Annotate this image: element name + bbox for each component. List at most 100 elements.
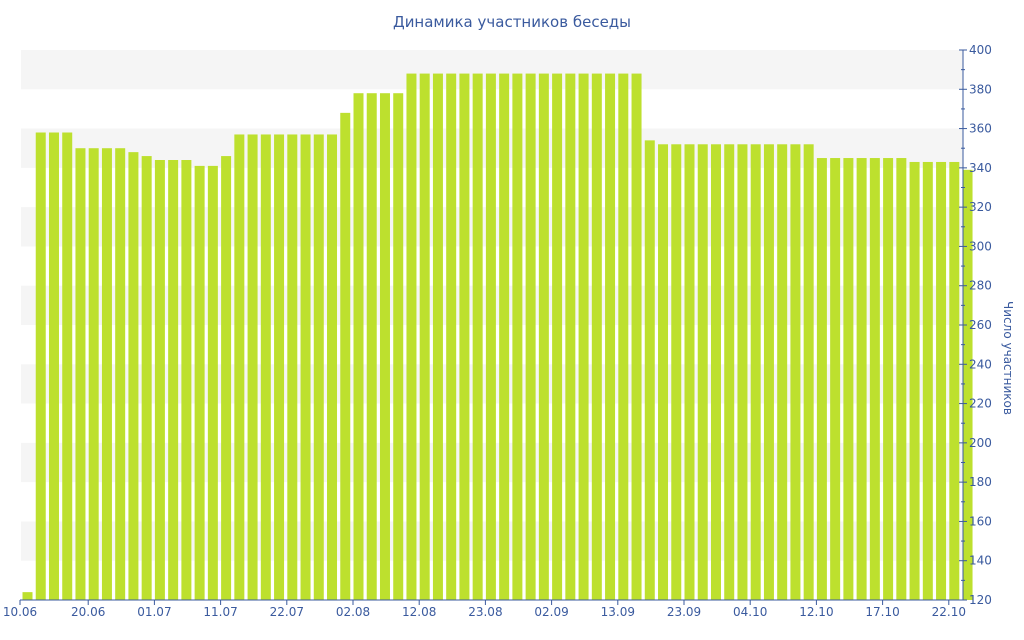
bar: [856, 158, 867, 601]
y-tick-label: 160: [969, 514, 992, 528]
bar: [512, 73, 523, 601]
bar: [234, 134, 245, 600]
bar: [472, 73, 483, 601]
x-tick-label: 01.07: [137, 605, 171, 619]
bar: [287, 134, 298, 600]
bar: [221, 156, 232, 601]
bar: [393, 93, 404, 600]
x-tick-label: 23.08: [468, 605, 502, 619]
bar: [48, 132, 59, 600]
bar: [671, 144, 682, 601]
bar: [830, 158, 841, 601]
bar: [101, 148, 112, 600]
bar: [260, 134, 271, 600]
y-tick-label: 200: [969, 436, 992, 450]
bar: [115, 148, 126, 600]
bar: [327, 134, 338, 600]
bar: [75, 148, 86, 600]
y-tick-label: 280: [969, 279, 992, 293]
bar: [485, 73, 496, 601]
x-tick-label: 12.08: [402, 605, 436, 619]
x-tick-label: 22.07: [270, 605, 304, 619]
bar: [525, 73, 536, 601]
bar: [591, 73, 602, 601]
bar: [962, 169, 973, 601]
bar: [618, 73, 629, 601]
bar: [499, 73, 510, 601]
bar: [62, 132, 73, 600]
x-tick-label: 22.10: [932, 605, 966, 619]
bar: [697, 144, 708, 601]
bar: [353, 93, 364, 600]
bar: [922, 161, 933, 600]
x-tick-label: 17.10: [865, 605, 899, 619]
bar: [274, 134, 285, 600]
bar: [538, 73, 549, 601]
bar: [366, 93, 377, 600]
bar: [340, 112, 351, 600]
x-tick-label: 10.06: [3, 605, 37, 619]
y-tick-label: 400: [969, 43, 992, 57]
bar: [247, 134, 258, 600]
bar: [154, 160, 165, 600]
bar: [710, 144, 721, 601]
bar: [128, 152, 139, 600]
y-tick-label: 120: [969, 593, 992, 607]
bar: [419, 73, 430, 601]
y-tick-label: 260: [969, 318, 992, 332]
y-axis: 120 140 160 180 200 220 240 260 280 300 320 340 360 3…: [959, 43, 992, 607]
bar: [552, 73, 563, 601]
bar: [300, 134, 311, 600]
bar-series: [22, 73, 973, 601]
bar: [763, 144, 774, 601]
y-tick-label: 340: [969, 161, 992, 175]
y-tick-label: 180: [969, 475, 992, 489]
bar: [141, 156, 152, 601]
bar: [578, 73, 589, 601]
x-tick-label: 23.09: [667, 605, 701, 619]
y-tick-label: 320: [969, 200, 992, 214]
bar: [446, 73, 457, 601]
bar: [432, 73, 443, 601]
bar: [790, 144, 801, 601]
bar: [406, 73, 417, 601]
y-tick-label: 380: [969, 82, 992, 96]
y-tick-label: 300: [969, 239, 992, 253]
bar: [194, 165, 205, 600]
bar: [949, 161, 960, 600]
y-tick-label: 240: [969, 357, 992, 371]
bar: [565, 73, 576, 601]
bar: [313, 134, 324, 600]
bar: [883, 158, 894, 601]
bar: [684, 144, 695, 601]
bar: [909, 161, 920, 600]
bar: [168, 160, 179, 600]
x-tick-label: 11.07: [203, 605, 237, 619]
x-tick-label: 13.09: [601, 605, 635, 619]
y-tick-label: 220: [969, 397, 992, 411]
bar: [750, 144, 761, 601]
y-tick-label: 360: [969, 122, 992, 136]
bar: [207, 165, 218, 600]
bar: [737, 144, 748, 601]
bar: [724, 144, 735, 601]
bar: [22, 592, 33, 600]
bar: [631, 73, 642, 601]
bar: [605, 73, 616, 601]
y-axis-title: Число участников: [1001, 301, 1015, 415]
bar: [644, 140, 655, 600]
bar: [35, 132, 46, 600]
x-axis: 10.06 20.06 01.07 11.07 22.07 02.08 12.08 23.08…: [3, 599, 966, 619]
bar: [459, 73, 470, 601]
x-tick-label: 12.10: [799, 605, 833, 619]
bar: [816, 158, 827, 601]
bar: [658, 144, 669, 601]
bar: [379, 93, 390, 600]
bar: [88, 148, 99, 600]
x-tick-label: 04.10: [733, 605, 767, 619]
x-tick-label: 20.06: [71, 605, 105, 619]
bar: [181, 160, 192, 600]
bar: [896, 158, 907, 601]
x-tick-label: 02.08: [336, 605, 370, 619]
